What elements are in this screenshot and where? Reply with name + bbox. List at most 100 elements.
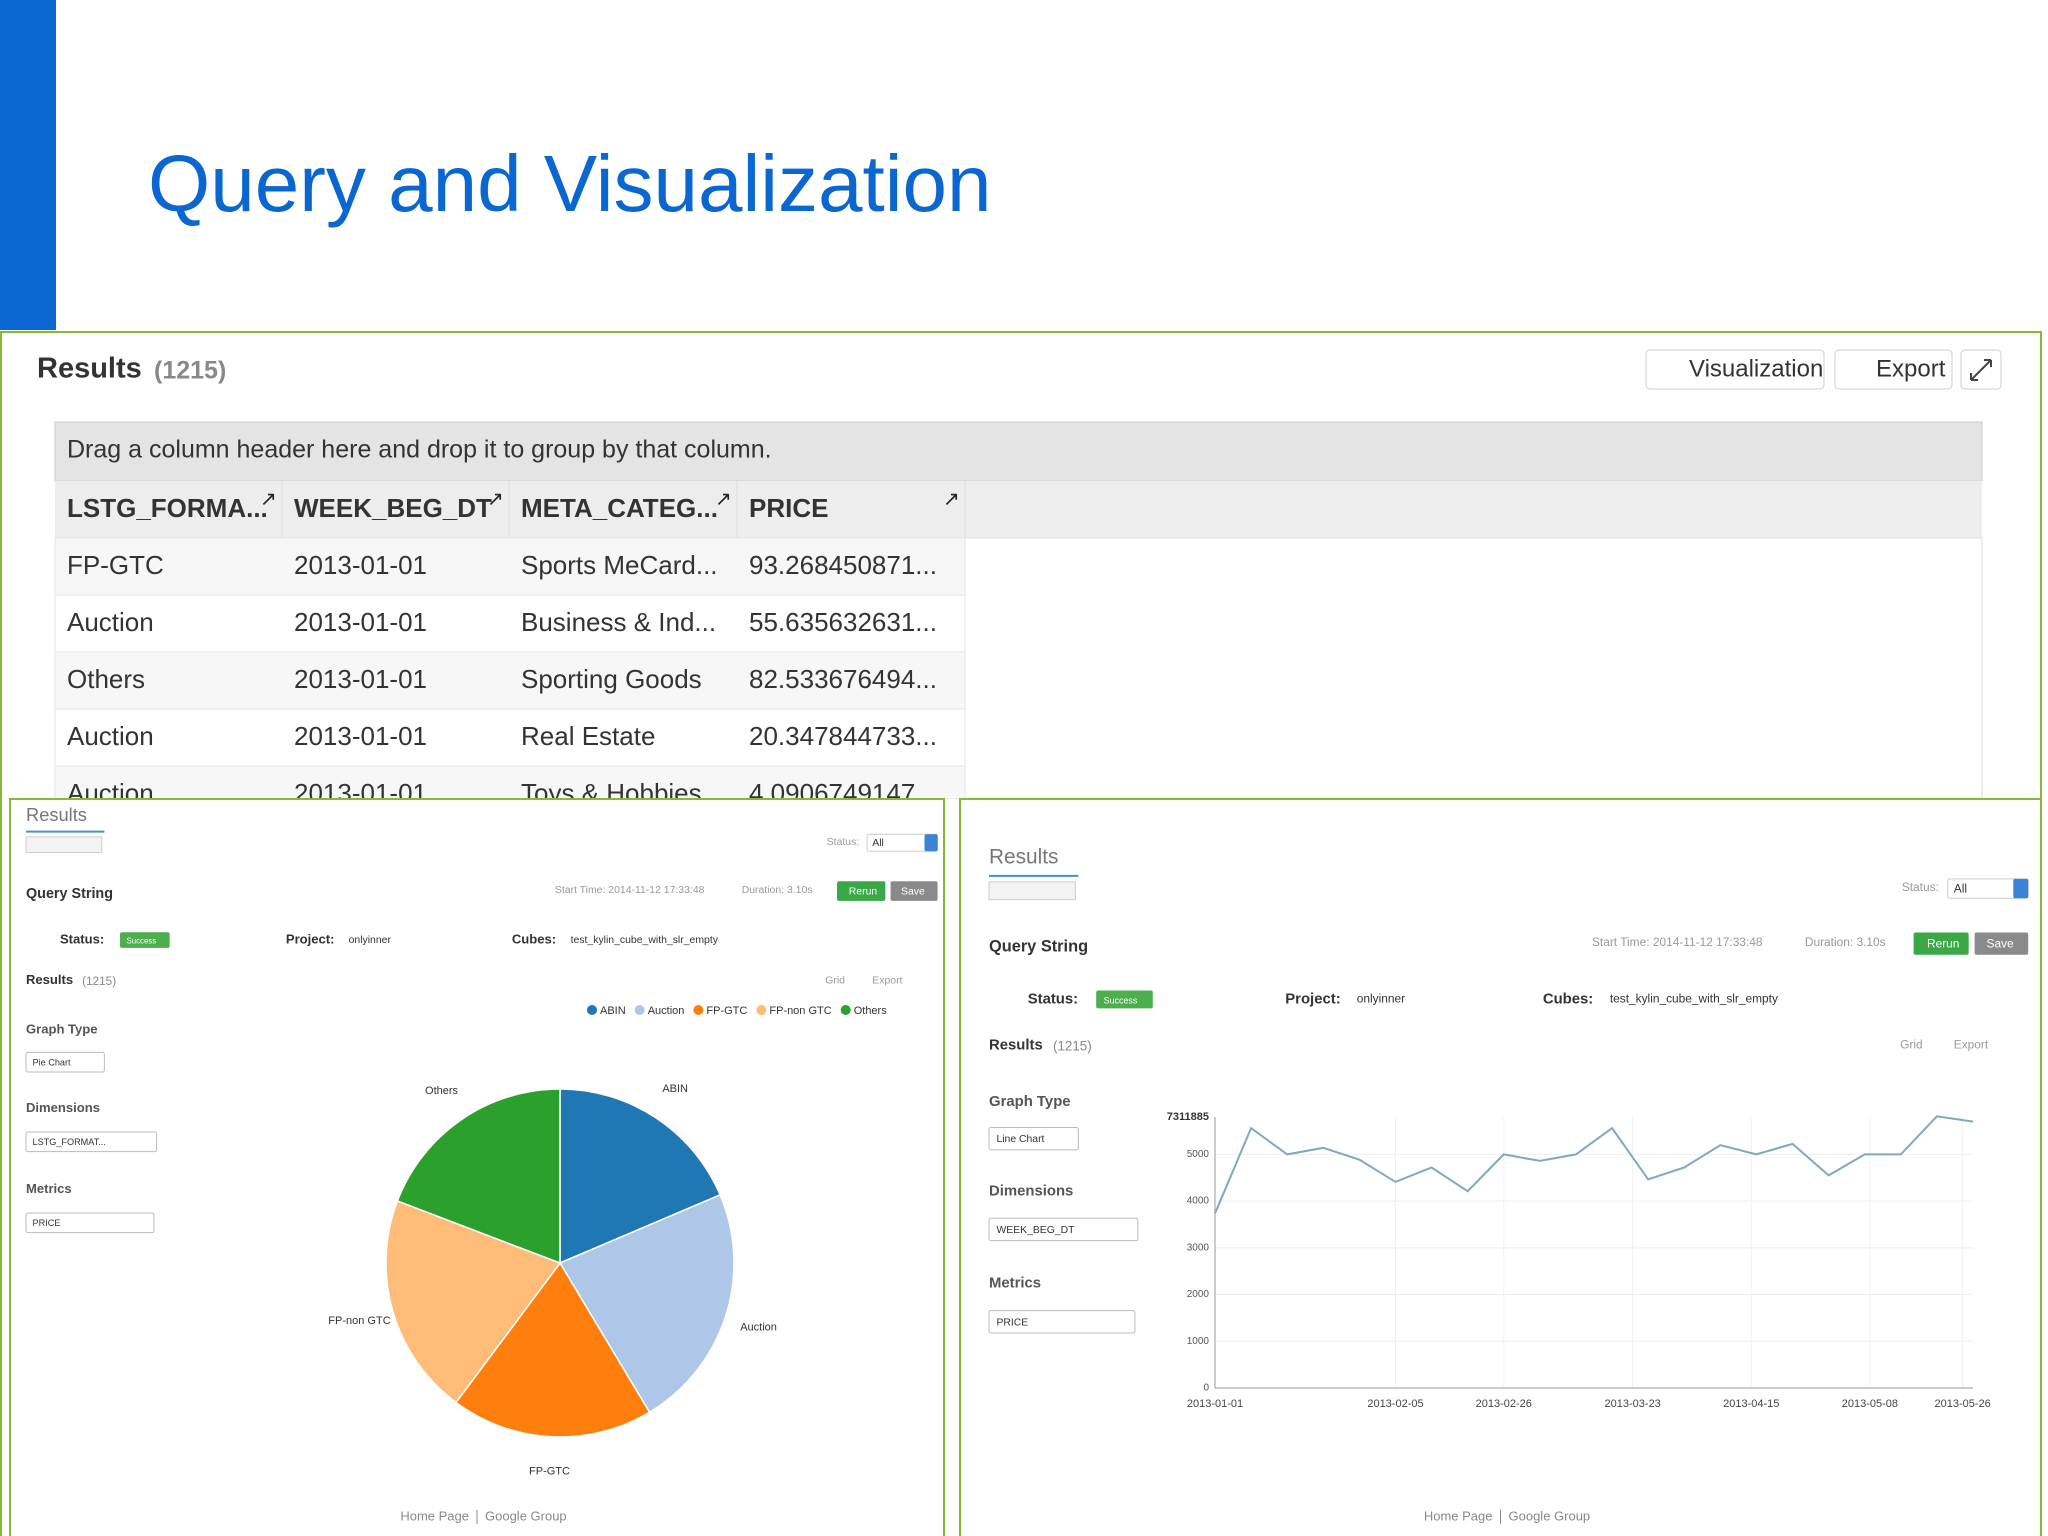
export-label[interactable]: Export	[1876, 355, 1946, 382]
export-button[interactable]	[1834, 349, 1953, 390]
results-count: (1215)	[154, 357, 226, 385]
status-filter: All	[1954, 881, 1967, 895]
cubes: test_kylin_cube_with_slr_empty	[1610, 992, 1778, 1006]
pie-slice	[396, 1088, 561, 1265]
legend-label: Others	[854, 1005, 888, 1017]
save-label: Save	[1987, 936, 2015, 950]
table-cells: LSTG_FORMA...↗ WEEK_BEG_DT↗ META_CATEG...↗…	[54, 481, 966, 808]
legend-swatch	[756, 1005, 767, 1015]
table-cell: 82.533676494...	[749, 664, 937, 694]
legend-swatch	[634, 1005, 645, 1015]
select-box[interactable]	[988, 1126, 1079, 1151]
y-tick-label: 4000	[1187, 1196, 1210, 1207]
field-label: Dimensions	[26, 1100, 100, 1115]
project: onlyinner	[1357, 992, 1405, 1006]
legend-swatch	[840, 1005, 851, 1015]
project-label: Project:	[1285, 991, 1340, 1007]
table-cell: 2013-01-01	[294, 550, 427, 580]
query-string: Query String	[26, 886, 113, 902]
slice-label: FP-non GTC	[328, 1315, 390, 1327]
duration: Duration: 3.10s	[1805, 935, 1886, 949]
footer-group: Google Group	[1509, 1508, 1591, 1523]
field-label: Metrics	[989, 1276, 1041, 1292]
cubes: test_kylin_cube_with_slr_empty	[571, 935, 719, 946]
legend-label: Auction	[648, 1005, 685, 1017]
table-cell: Sporting Goods	[521, 664, 702, 694]
select-box[interactable]	[988, 1310, 1136, 1334]
tab-label: Results	[26, 804, 87, 825]
table-cell: FP-GTC	[67, 550, 164, 580]
table-cell: Others	[67, 664, 145, 694]
rerun-label: Rerun	[849, 887, 878, 898]
status-label: Status:	[60, 932, 104, 947]
field-label: Graph Type	[989, 1094, 1071, 1110]
footer-home: Home Page	[400, 1508, 469, 1523]
table-cell: 20.347844733...	[749, 721, 937, 751]
pie-slice	[558, 1193, 735, 1414]
table-cell: Auction	[67, 607, 154, 637]
select-value: PRICE	[33, 1218, 61, 1228]
tab-label: Results	[989, 846, 1058, 869]
rerun-button[interactable]	[837, 881, 886, 901]
slice-label: Auction	[740, 1321, 777, 1333]
table-cell: Real Estate	[521, 721, 655, 751]
table-cell: 4.0906749147...	[749, 778, 937, 808]
save-label: Save	[901, 887, 925, 898]
save-button[interactable]	[890, 881, 938, 901]
slice-label: Others	[425, 1085, 459, 1097]
column-header: LSTG_FORMA...	[67, 493, 268, 523]
slide-title: Query and Visualization	[148, 139, 991, 228]
x-tick-label: 2013-02-05	[1367, 1398, 1423, 1410]
row-bg	[54, 594, 966, 653]
column-header: META_CATEG...	[521, 493, 718, 523]
status-filter-label: Status:	[827, 837, 860, 848]
select-value: WEEK_BEG_DT	[996, 1225, 1075, 1236]
slice-label: FP-GTC	[529, 1465, 570, 1477]
pin-icon: ↗	[260, 488, 277, 510]
pin-icon: ↗	[715, 488, 732, 510]
x-tick-label: 2013-02-26	[1476, 1398, 1532, 1410]
grid-button: Grid	[1900, 1038, 1923, 1052]
pie-slice	[385, 1200, 562, 1404]
select-value: LSTG_FORMAT...	[33, 1137, 106, 1147]
project-label: Project:	[286, 932, 335, 947]
data-line	[1214, 1115, 1974, 1214]
slice-label: ABIN	[662, 1083, 688, 1095]
status-badge	[120, 932, 170, 948]
select-box[interactable]	[988, 1217, 1139, 1242]
select-box[interactable]	[25, 1212, 155, 1234]
y-tick-label: 2000	[1187, 1289, 1210, 1300]
column-header: WEEK_BEG_DT	[294, 493, 492, 523]
x-tick-label: 2013-04-15	[1723, 1398, 1779, 1410]
status-badge	[1096, 990, 1153, 1009]
header-row	[55, 481, 1982, 538]
visualization-button[interactable]	[1645, 349, 1825, 390]
export-button: Export	[872, 975, 902, 986]
row-bg	[54, 537, 966, 596]
status-label: Status:	[1028, 991, 1078, 1007]
grid-button: Grid	[825, 975, 845, 986]
y-tick-label: 5000	[1187, 1149, 1210, 1160]
mini-buttons	[988, 881, 1076, 901]
group-bar	[54, 421, 1983, 482]
rerun-button[interactable]	[1913, 932, 1969, 955]
results-label: Results	[989, 1038, 1043, 1054]
query-string: Query String	[989, 938, 1088, 956]
mini-buttons	[25, 836, 103, 854]
results-title: Results	[37, 353, 142, 385]
select-box[interactable]	[25, 1051, 105, 1073]
save-button[interactable]	[1974, 932, 2029, 955]
results-count: (1215)	[82, 975, 116, 988]
field-label: Metrics	[26, 1181, 72, 1196]
pie-screenshot: Results Status: All Query String Start Time:…	[9, 798, 945, 1536]
row-bg	[54, 708, 966, 767]
visualization-label[interactable]: Visualization	[1689, 355, 1823, 382]
status-filter-arrow	[924, 834, 938, 852]
select-box[interactable]	[25, 1131, 158, 1153]
x-tick-label: 2013-01-01	[1187, 1398, 1243, 1410]
status-filter-arrow	[2013, 878, 2029, 899]
status-value: Success	[1104, 995, 1138, 1005]
start-time: Start Time: 2014-11-12 17:33:48	[1592, 935, 1763, 949]
